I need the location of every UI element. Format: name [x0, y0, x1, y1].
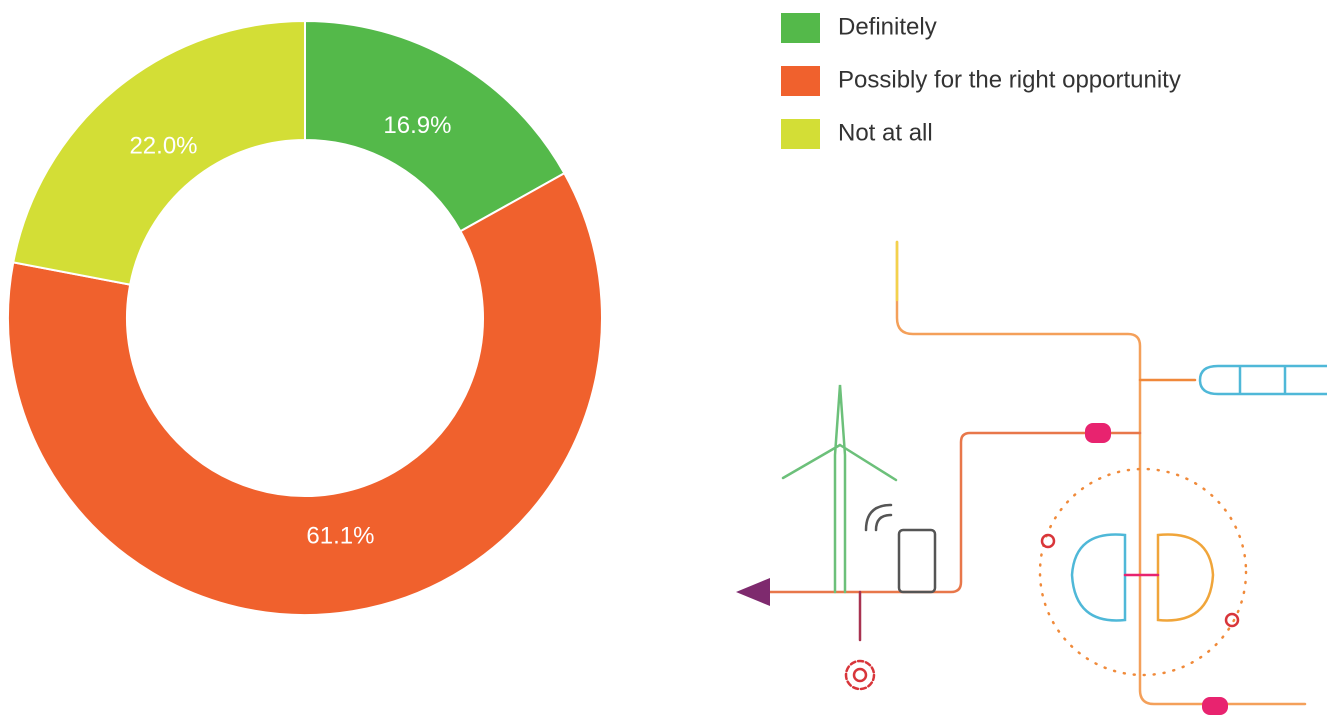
signal-icon	[866, 505, 891, 530]
legend-swatch	[781, 66, 820, 96]
ring	[1226, 614, 1238, 626]
legend-swatch	[781, 119, 820, 149]
data-label: 22.0%	[129, 132, 197, 159]
chart: 16.9% 61.1% 22.0% Definitely Possibly for th…	[0, 0, 1327, 715]
gear-icon	[846, 661, 874, 689]
data-label: 16.9%	[383, 112, 451, 139]
wind-turbine	[783, 385, 896, 592]
legend-label: Possibly for the right opportunity	[838, 66, 1181, 93]
illustration	[736, 242, 1327, 715]
node	[1085, 423, 1111, 443]
ring	[1042, 535, 1054, 547]
gear-icon	[854, 669, 866, 681]
node	[1202, 697, 1228, 715]
brain-icon	[1158, 535, 1213, 621]
circuit-line	[760, 433, 1140, 592]
data-label: 61.1%	[306, 523, 374, 550]
legend-label: Definitely	[838, 13, 937, 40]
legend-swatch	[781, 13, 820, 43]
device-icon	[899, 530, 935, 592]
capsule-icon	[1200, 366, 1327, 394]
legend-label: Not at all	[838, 119, 933, 146]
arrow	[736, 578, 770, 606]
dotted-circle	[1040, 469, 1246, 675]
brain-icon	[1072, 535, 1125, 621]
circuit-line	[897, 242, 1305, 704]
